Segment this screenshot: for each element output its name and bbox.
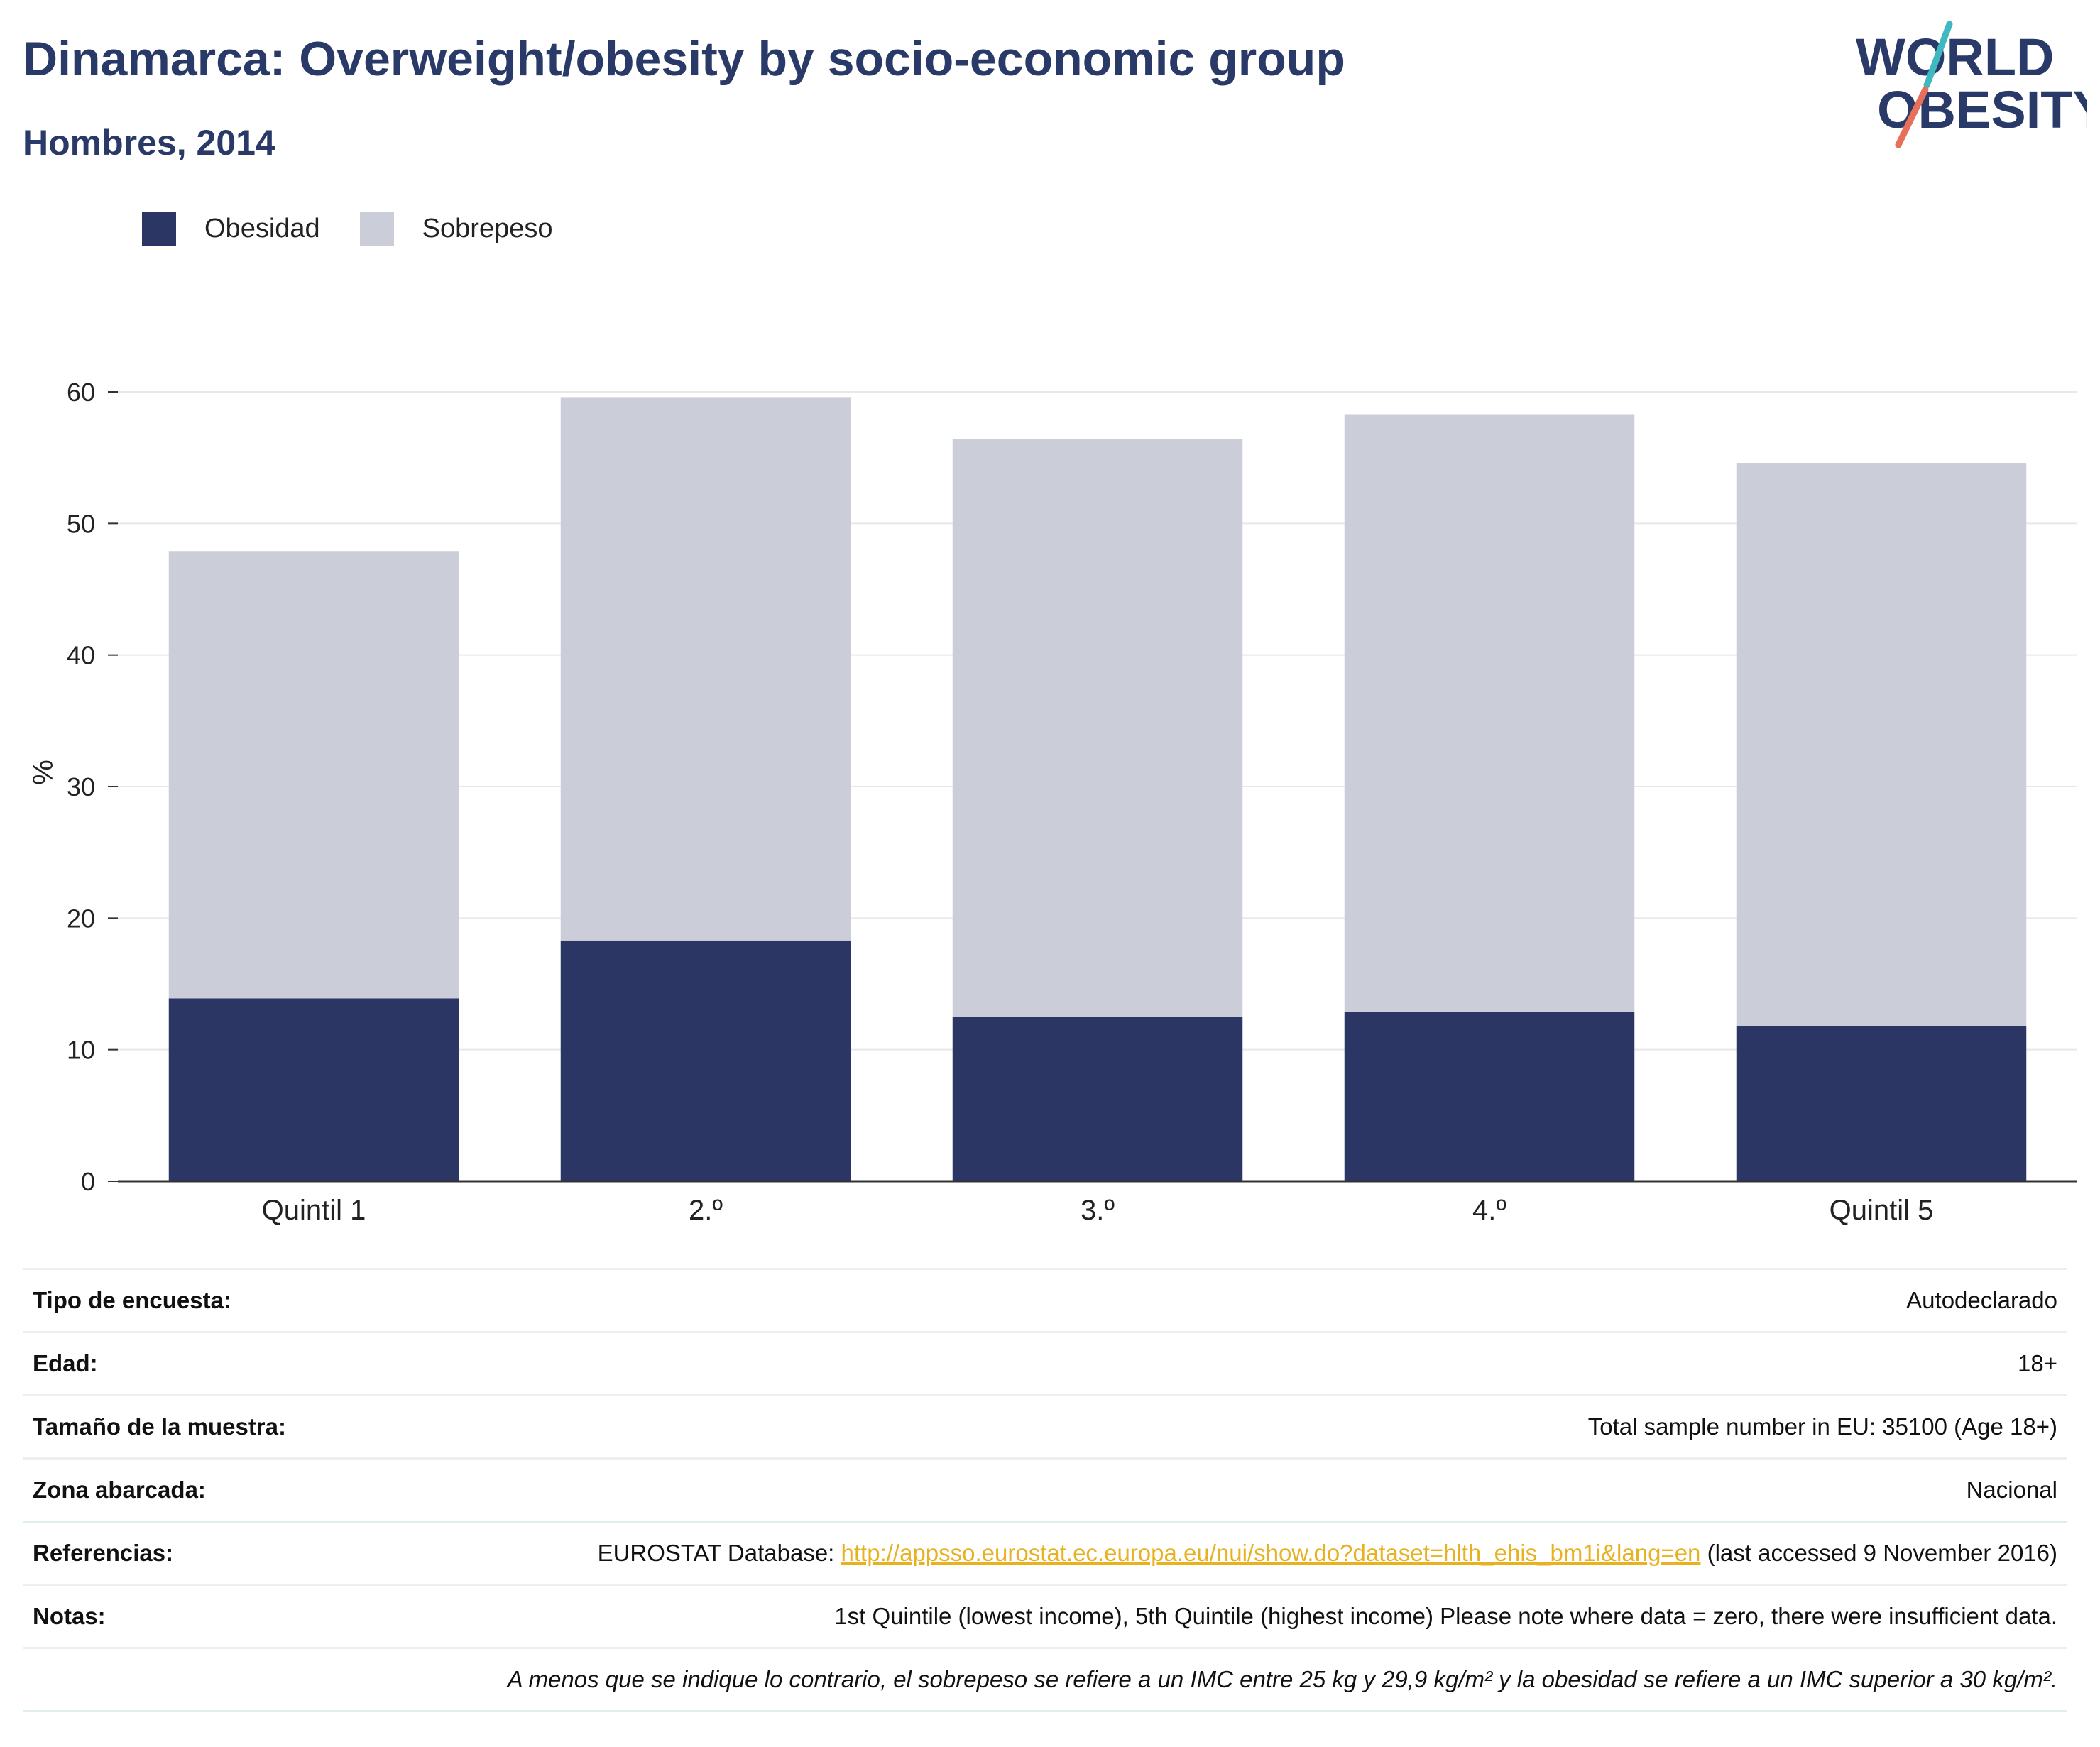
legend-item-obesidad[interactable]: Obesidad xyxy=(142,212,320,246)
bar-chart: 0 10 20 30 40 50 60 Quintil 1 2.º 3.º 4.º Quintil 5… xyxy=(28,378,2077,1226)
bar-obesidad-1[interactable] xyxy=(168,998,459,1181)
y-tick-label: 10 xyxy=(67,1036,95,1065)
info-row-value: Autodeclarado xyxy=(1906,1287,2057,1313)
y-tick-label: 20 xyxy=(67,904,95,933)
page-subtitle: Hombres, 2014 xyxy=(23,123,275,163)
chart-legend: Obesidad Sobrepeso xyxy=(142,212,592,246)
bar-obesidad-2[interactable] xyxy=(560,940,851,1181)
logo-slash-top xyxy=(1923,21,1953,89)
bar-sobrepeso-1[interactable] xyxy=(168,551,459,999)
bar-sobrepeso-4[interactable] xyxy=(1344,414,1635,1012)
footnote-text: A menos que se indique lo contrario, el … xyxy=(507,1666,2057,1692)
y-tick-label: 60 xyxy=(67,378,95,407)
legend-swatch-obesidad xyxy=(142,212,176,246)
legend-label-sobrepeso: Sobrepeso xyxy=(422,213,553,243)
y-tick-label: 30 xyxy=(67,772,95,801)
legend-item-sobrepeso[interactable]: Sobrepeso xyxy=(359,212,553,246)
info-row: Edad: 18+ xyxy=(23,1332,2067,1396)
references-suffix: (last accessed 9 November 2016) xyxy=(1700,1540,2057,1566)
bar-sobrepeso-2[interactable] xyxy=(560,397,851,941)
y-axis-label: % xyxy=(28,760,59,785)
references-link[interactable]: http://appsso.eurostat.ec.europa.eu/nui/… xyxy=(841,1540,1701,1566)
info-row-key: Edad: xyxy=(33,1350,98,1376)
info-row-key: Zona abarcada: xyxy=(33,1477,206,1503)
notes-value: 1st Quintile (lowest income), 5th Quinti… xyxy=(834,1603,2057,1629)
x-tick-label: 3.º xyxy=(1081,1195,1115,1226)
references-row: Referencias: EUROSTAT Database: http://a… xyxy=(23,1521,2067,1585)
bar-sobrepeso-3[interactable] xyxy=(952,439,1243,1017)
references-prefix: EUROSTAT Database: xyxy=(597,1540,841,1566)
y-tick-label: 0 xyxy=(81,1167,95,1196)
bar-obesidad-3[interactable] xyxy=(952,1017,1243,1181)
logo-slash-bottom xyxy=(1895,86,1929,148)
info-row-value: Total sample number in EU: 35100 (Age 18… xyxy=(1587,1413,2057,1440)
footnote-row: A menos que se indique lo contrario, el … xyxy=(23,1648,2067,1712)
legend-label-obesidad: Obesidad xyxy=(204,213,320,243)
references-value: EUROSTAT Database: http://appsso.eurosta… xyxy=(412,1522,2067,1585)
info-row-value: 18+ xyxy=(2018,1350,2057,1376)
info-row-key: Tipo de encuesta: xyxy=(33,1287,231,1313)
bar-sobrepeso-5[interactable] xyxy=(1736,463,2027,1026)
info-row-key: Tamaño de la muestra: xyxy=(33,1413,286,1440)
info-row: Zona abarcada: Nacional xyxy=(23,1458,2067,1522)
x-tick-label: 4.º xyxy=(1472,1195,1506,1226)
info-row: Tamaño de la muestra: Total sample number… xyxy=(23,1395,2067,1459)
notes-key: Notas: xyxy=(33,1603,106,1629)
notes-row: Notas: 1st Quintile (lowest income), 5th… xyxy=(23,1584,2067,1648)
logo-line1: WORLD xyxy=(1856,28,2055,87)
page-title: Dinamarca: Overweight/obesity by socio-e… xyxy=(23,32,1345,86)
info-row-value: Nacional xyxy=(1966,1477,2057,1503)
info-row: Tipo de encuesta: Autodeclarado xyxy=(23,1269,2067,1332)
metadata-table: Tipo de encuesta: Autodeclarado Edad: 18+ Ta… xyxy=(23,1268,2067,1712)
legend-swatch-sobrepeso xyxy=(359,212,394,246)
bars xyxy=(168,397,2027,1181)
references-key: Referencias: xyxy=(33,1540,174,1566)
bar-obesidad-4[interactable] xyxy=(1344,1011,1635,1181)
axes: 0 10 20 30 40 50 60 Quintil 1 2.º 3.º 4.º Quintil 5 xyxy=(67,378,2077,1226)
bar-obesidad-5[interactable] xyxy=(1736,1026,2027,1181)
x-tick-label: Quintil 1 xyxy=(262,1195,366,1226)
x-tick-label: 2.º xyxy=(689,1195,723,1226)
world-obesity-logo: WORLD OBESITY xyxy=(1856,21,2087,148)
y-tick-label: 50 xyxy=(67,509,95,538)
y-tick-label: 40 xyxy=(67,641,95,670)
x-tick-label: Quintil 5 xyxy=(1830,1195,1934,1226)
